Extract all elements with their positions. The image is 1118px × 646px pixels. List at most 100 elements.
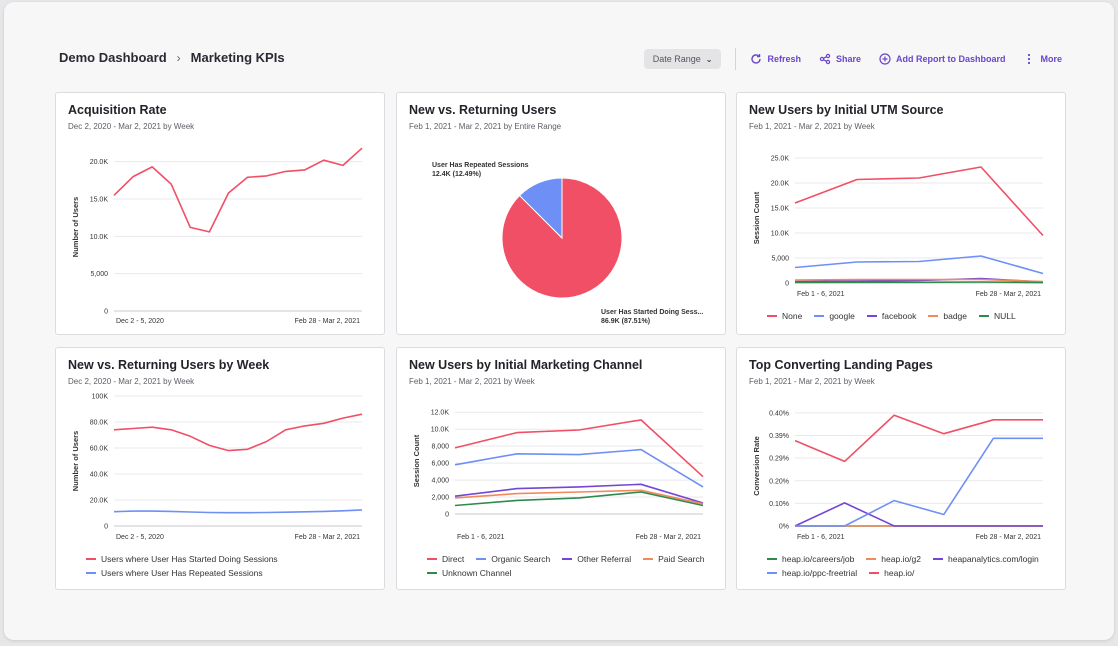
- share-icon: [819, 53, 831, 65]
- page-title: Marketing KPIs: [190, 50, 285, 65]
- legend-label: heap.io/: [884, 568, 915, 578]
- card-title[interactable]: Top Converting Landing Pages: [749, 358, 933, 372]
- card-subtitle: Dec 2, 2020 - Mar 2, 2021 by Week: [68, 377, 195, 386]
- series-line: [113, 413, 363, 452]
- y-tick-label: 15.0K: [90, 197, 109, 204]
- series-line: [795, 437, 1043, 527]
- line-chart: 0 5,000 10.0K 15.0K 20.0K Number of Users Dec …: [71, 147, 363, 325]
- card-title[interactable]: New Users by Initial Marketing Channel: [409, 358, 643, 372]
- card-title[interactable]: New vs. Returning Users: [409, 103, 557, 117]
- report-card-new-vs-returning-week[interactable]: New vs. Returning Users by Week Dec 2, 2…: [55, 347, 385, 590]
- report-card-acquisition-rate[interactable]: Acquisition Rate Dec 2, 2020 - Mar 2, 20…: [55, 92, 385, 335]
- series-line: [794, 255, 1044, 275]
- legend-item[interactable]: Organic Search: [476, 554, 550, 564]
- legend-item[interactable]: Other Referral: [562, 554, 631, 564]
- x-tick-label: Feb 28 - Mar 2, 2021: [295, 318, 360, 325]
- dashboard-frame: Demo Dashboard › Marketing KPIs Date Ran…: [4, 2, 1114, 640]
- legend-item[interactable]: facebook: [866, 311, 917, 321]
- toolbar: Date Range ⌄ Refresh Share Add Report to…: [643, 48, 1062, 70]
- legend-swatch: [767, 558, 777, 560]
- legend-item[interactable]: Paid Search: [643, 554, 704, 564]
- y-tick-label: 0.40%: [769, 410, 789, 417]
- report-card-utm-source[interactable]: New Users by Initial UTM Source Feb 1, 2…: [736, 92, 1066, 335]
- legend-item[interactable]: heap.io/: [869, 568, 914, 578]
- legend-label: Other Referral: [577, 554, 632, 564]
- legend-label: Organic Search: [491, 554, 551, 564]
- y-tick-label: 60.0K: [90, 446, 109, 453]
- card-subtitle: Feb 1, 2021 - Mar 2, 2021 by Entire Rang…: [409, 122, 562, 131]
- legend-item[interactable]: None: [767, 311, 802, 321]
- y-axis-title: Conversion Rate: [752, 436, 761, 496]
- chart-legend: None google facebook badge NULL: [767, 311, 1016, 321]
- breadcrumb: Demo Dashboard › Marketing KPIs: [59, 50, 285, 65]
- legend-label: facebook: [881, 311, 917, 321]
- toolbar-divider: [735, 48, 737, 70]
- y-tick-label: 0%: [779, 524, 789, 531]
- card-subtitle: Feb 1, 2021 - Mar 2, 2021 by Week: [749, 122, 875, 131]
- refresh-button[interactable]: Refresh: [750, 53, 801, 65]
- legend-label: heap.io/ppc-freetrial: [782, 568, 858, 578]
- report-card-landing-pages[interactable]: Top Converting Landing Pages Feb 1, 2021…: [736, 347, 1066, 590]
- y-tick-label: 0: [785, 281, 789, 288]
- y-tick-label: 5,000: [771, 256, 789, 263]
- line-chart: 0 5,000 10.0K 15.0K 20.0K 25.0K Session Count F…: [752, 156, 1044, 298]
- legend-item[interactable]: google: [814, 311, 855, 321]
- x-tick-label: Feb 28 - Mar 2, 2021: [295, 534, 360, 541]
- legend-label: Users where User Has Started Doing Sessi…: [101, 554, 278, 564]
- legend-label: Users where User Has Repeated Sessions: [101, 568, 263, 578]
- series-line: [113, 509, 363, 514]
- breadcrumb-separator: ›: [176, 50, 181, 65]
- x-tick-label: Dec 2 - 5, 2020: [116, 534, 164, 541]
- legend-item[interactable]: Users where User Has Started Doing Sessi…: [86, 554, 278, 564]
- y-tick-label: 25.0K: [771, 156, 790, 163]
- legend-label: Unknown Channel: [442, 568, 512, 578]
- legend-label: heapanalytics.com/login: [948, 554, 1039, 564]
- y-tick-label: 0.39%: [769, 433, 789, 440]
- add-report-label: Add Report to Dashboard: [895, 54, 1006, 64]
- card-title[interactable]: Acquisition Rate: [68, 103, 167, 117]
- chart-legend: heap.io/careers/job heap.io/g2 heapanalyti…: [767, 554, 1057, 578]
- breadcrumb-root[interactable]: Demo Dashboard: [59, 50, 167, 65]
- date-range-dropdown[interactable]: Date Range ⌄: [643, 49, 722, 69]
- series-line: [454, 483, 704, 504]
- share-button[interactable]: Share: [819, 53, 861, 65]
- legend-item[interactable]: heap.io/careers/job: [767, 554, 854, 564]
- legend-swatch: [979, 315, 989, 317]
- legend-item[interactable]: Unknown Channel: [427, 568, 511, 578]
- legend-item[interactable]: heapanalytics.com/login: [933, 554, 1039, 564]
- legend-swatch: [86, 572, 96, 574]
- legend-item[interactable]: Direct: [427, 554, 464, 564]
- pie-slice-repeated-sessions: [518, 177, 563, 240]
- legend-swatch: [427, 572, 437, 574]
- report-card-marketing-channel[interactable]: New Users by Initial Marketing Channel F…: [396, 347, 726, 590]
- legend-item[interactable]: Users where User Has Repeated Sessions: [86, 568, 278, 578]
- series-line: [454, 419, 704, 478]
- series-line: [794, 502, 1043, 527]
- legend-item[interactable]: NULL: [979, 311, 1016, 321]
- legend-swatch: [562, 558, 573, 560]
- more-button[interactable]: More: [1023, 53, 1062, 65]
- series-line: [454, 491, 704, 507]
- card-title[interactable]: New Users by Initial UTM Source: [749, 103, 944, 117]
- legend-swatch: [933, 558, 943, 560]
- y-tick-label: 15.0K: [771, 206, 790, 213]
- y-tick-label: 20.0K: [771, 181, 790, 188]
- add-report-button[interactable]: Add Report to Dashboard: [879, 53, 1006, 65]
- y-tick-label: 40.0K: [90, 472, 109, 479]
- series-line: [454, 448, 704, 488]
- legend-item[interactable]: badge: [928, 311, 967, 321]
- y-tick-label: 4,000: [431, 478, 449, 485]
- y-tick-label: 80.0K: [90, 420, 109, 427]
- legend-item[interactable]: heap.io/g2: [866, 554, 921, 564]
- y-tick-label: 0.29%: [769, 456, 789, 463]
- legend-swatch: [427, 558, 437, 560]
- card-subtitle: Feb 1, 2021 - Mar 2, 2021 by Week: [409, 377, 535, 386]
- card-subtitle: Dec 2, 2020 - Mar 2, 2021 by Week: [68, 122, 195, 131]
- card-title[interactable]: New vs. Returning Users by Week: [68, 358, 270, 372]
- legend-item[interactable]: heap.io/ppc-freetrial: [767, 568, 857, 578]
- report-card-new-vs-returning[interactable]: New vs. Returning Users Feb 1, 2021 - Ma…: [396, 92, 726, 335]
- series-line: [794, 278, 1044, 283]
- x-tick-label: Feb 28 - Mar 2, 2021: [636, 534, 701, 541]
- legend-swatch: [767, 315, 777, 317]
- legend-label: None: [782, 311, 803, 321]
